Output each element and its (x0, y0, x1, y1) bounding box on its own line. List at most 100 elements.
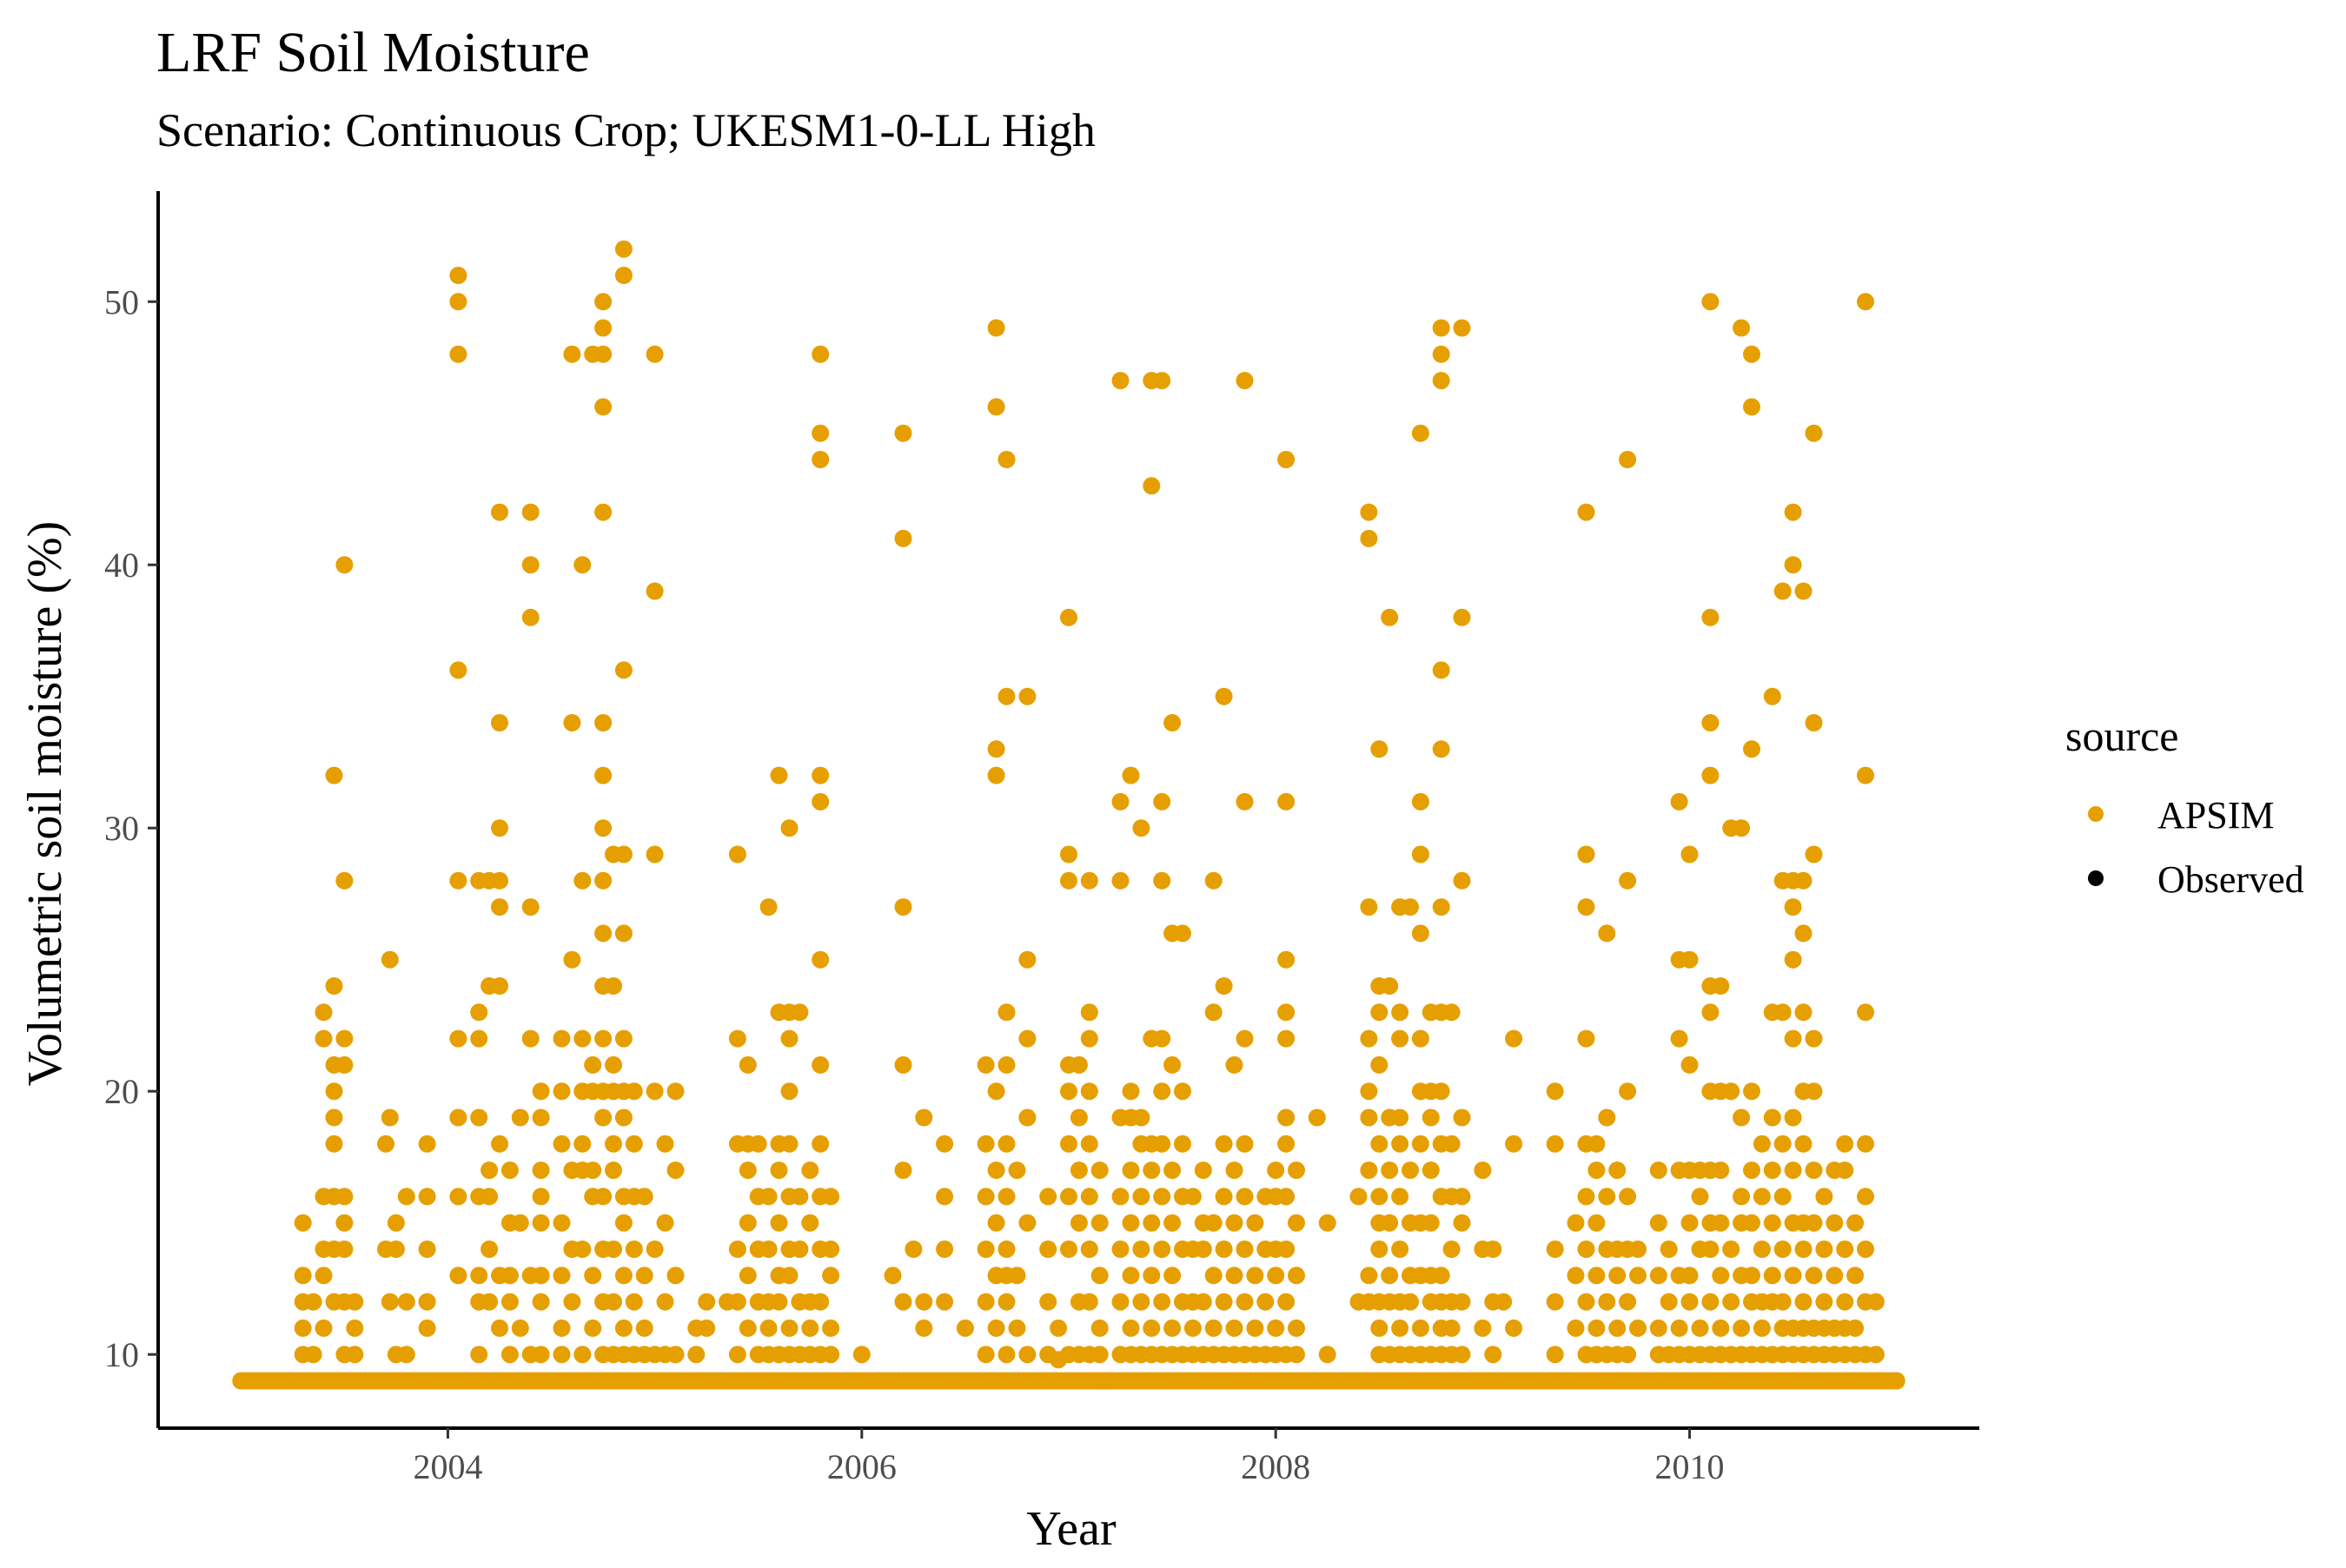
data-point (1680, 1293, 1699, 1311)
data-point (1277, 1188, 1296, 1206)
data-point (1277, 1029, 1296, 1048)
data-point (1805, 1214, 1823, 1232)
data-point (1381, 608, 1399, 626)
data-point (1143, 1319, 1161, 1337)
data-point (1288, 1161, 1305, 1180)
data-point (1753, 1319, 1771, 1337)
x-tick-label: 2010 (1655, 1447, 1725, 1486)
data-point (1784, 1029, 1802, 1048)
legend-key-observed (2088, 870, 2104, 886)
data-point (294, 1214, 312, 1232)
data-point (381, 1108, 399, 1127)
data-point (1857, 1241, 1874, 1258)
data-point (801, 1214, 819, 1232)
data-point (1649, 1267, 1667, 1285)
legend-key-apsim (2088, 806, 2104, 822)
data-point (1018, 1214, 1037, 1232)
data-point (1308, 1108, 1326, 1127)
data-point (1773, 1188, 1792, 1206)
data-point (1567, 1214, 1585, 1232)
data-point (894, 1055, 912, 1074)
data-point (1111, 1293, 1130, 1311)
data-point (812, 950, 830, 969)
data-point (511, 1108, 529, 1127)
y-tick-label: 30 (104, 809, 139, 848)
data-point (1794, 582, 1813, 600)
data-point (791, 1188, 809, 1206)
data-point (1080, 1003, 1098, 1022)
data-point (1484, 1346, 1502, 1364)
data-point (997, 1241, 1016, 1258)
data-point (335, 1055, 354, 1074)
data-point (1060, 845, 1077, 863)
data-point (1712, 1161, 1730, 1180)
data-point (1111, 1241, 1130, 1258)
data-point (1111, 372, 1130, 390)
data-point (1587, 1161, 1606, 1180)
data-point (1784, 503, 1802, 521)
data-point (1619, 451, 1637, 468)
data-points (232, 240, 1905, 1390)
data-point (397, 1188, 415, 1206)
data-point (1132, 1188, 1150, 1206)
data-point (1391, 1135, 1409, 1153)
data-point (480, 1161, 499, 1180)
data-point (532, 1108, 550, 1127)
data-point (1070, 1214, 1088, 1232)
data-point (1815, 1188, 1833, 1206)
data-point (1784, 556, 1802, 574)
data-point (511, 1214, 529, 1232)
data-point (1453, 608, 1471, 626)
data-point (1794, 871, 1813, 890)
data-point (1743, 345, 1760, 363)
data-point (1080, 1082, 1098, 1101)
data-point (1826, 1267, 1844, 1285)
data-point (573, 1135, 592, 1153)
data-point (1432, 661, 1450, 679)
data-point (1018, 1108, 1037, 1127)
data-point (614, 1108, 633, 1127)
data-point (1411, 1029, 1429, 1048)
data-point (1194, 1161, 1212, 1180)
data-point (759, 1241, 778, 1258)
data-point (1701, 714, 1720, 731)
data-point (381, 950, 399, 969)
data-point (1370, 740, 1388, 758)
data-point (997, 1188, 1016, 1206)
data-point (1598, 1108, 1616, 1127)
data-point (449, 871, 467, 890)
data-point (1381, 977, 1399, 995)
data-point (1267, 1267, 1285, 1285)
data-point (728, 1293, 746, 1311)
data-point (1649, 1214, 1667, 1232)
data-point (1442, 1003, 1461, 1022)
data-point (687, 1346, 706, 1364)
data-point (614, 845, 633, 863)
data-point (1204, 1319, 1223, 1337)
data-point (739, 1161, 757, 1180)
data-point (1453, 1108, 1471, 1127)
data-point (449, 1029, 467, 1048)
data-point (1143, 1161, 1161, 1180)
data-point (1794, 924, 1813, 943)
data-point (1391, 1319, 1409, 1337)
data-point (521, 898, 540, 916)
data-point (335, 556, 354, 574)
data-point (1194, 1293, 1212, 1311)
data-point (1236, 372, 1254, 390)
data-point (553, 1214, 571, 1232)
data-point (656, 1214, 674, 1232)
data-point (977, 1241, 995, 1258)
data-point (1442, 1135, 1461, 1153)
data-point (1360, 1267, 1378, 1285)
data-point (1794, 1241, 1813, 1258)
data-point (1701, 766, 1720, 784)
y-axis-title: Volumetric soil moisture (%) (18, 521, 72, 1087)
data-point (1836, 1135, 1854, 1153)
data-point (1453, 1293, 1471, 1311)
data-point (1111, 1188, 1130, 1206)
data-point (915, 1293, 933, 1311)
data-point (977, 1135, 995, 1153)
data-point (1773, 1003, 1792, 1022)
data-point (1236, 1293, 1254, 1311)
